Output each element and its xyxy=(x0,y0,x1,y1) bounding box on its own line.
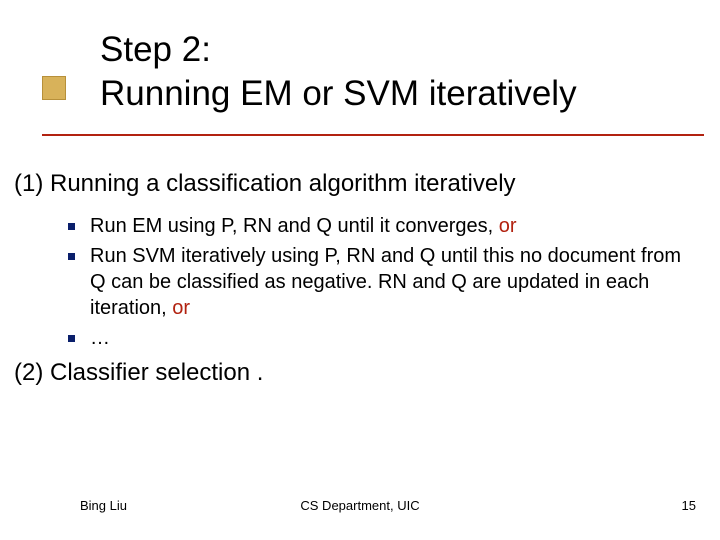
list-item: Run SVM iteratively using P, RN and Q un… xyxy=(32,243,700,321)
body: (1) Running a classification algorithm i… xyxy=(14,168,700,388)
title-underline xyxy=(42,134,704,136)
accent-square xyxy=(42,76,66,100)
slide: Step 2: Running EM or SVM iteratively (1… xyxy=(0,0,720,540)
slide-title: Step 2: Running EM or SVM iteratively xyxy=(100,28,700,116)
title-line1: Step 2: xyxy=(100,30,211,69)
bullet-text: Run EM using P, RN and Q until it conver… xyxy=(90,215,499,237)
title-line2: Running EM or SVM iteratively xyxy=(100,74,577,113)
page-number: 15 xyxy=(682,498,696,513)
section-2-heading: (2) Classifier selection . xyxy=(14,357,700,388)
bullet-text: … xyxy=(90,327,110,349)
footer-affiliation: CS Department, UIC xyxy=(0,498,720,513)
bullet-accent: or xyxy=(172,297,190,319)
list-item: … xyxy=(32,325,700,351)
list-item: Run EM using P, RN and Q until it conver… xyxy=(32,213,700,239)
section-1-heading: (1) Running a classification algorithm i… xyxy=(14,168,700,199)
bullet-list: Run EM using P, RN and Q until it conver… xyxy=(32,213,700,351)
footer: Bing Liu CS Department, UIC 15 xyxy=(0,498,720,518)
title-block: Step 2: Running EM or SVM iteratively xyxy=(100,28,700,116)
bullet-accent: or xyxy=(499,215,517,237)
